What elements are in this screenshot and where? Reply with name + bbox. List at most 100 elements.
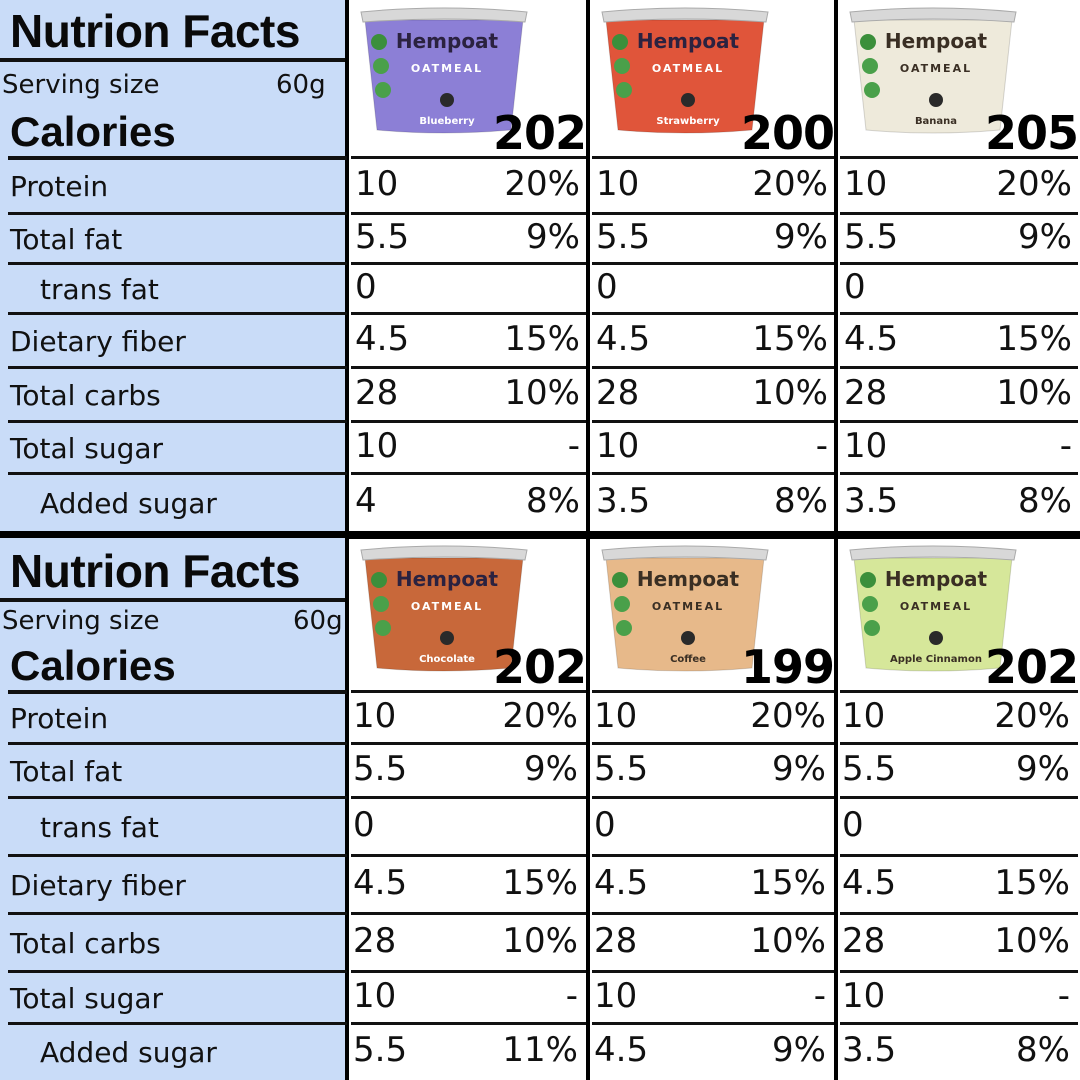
calories-value: 202 <box>492 106 587 160</box>
calories-value: 205 <box>984 106 1079 160</box>
column-divider <box>834 0 838 533</box>
value-daily-percent: 9% <box>772 1030 826 1070</box>
row-divider <box>592 262 834 265</box>
row-divider <box>840 366 1078 369</box>
brand-sub: OATMEAL <box>652 62 724 75</box>
value-amount: 28 <box>355 373 399 413</box>
value-daily-percent: 8% <box>1018 480 1072 521</box>
value-amount: 3.5 <box>844 480 899 521</box>
value-daily-percent: 10% <box>996 373 1072 413</box>
value-amount: 5.5 <box>353 1030 408 1070</box>
value-amount: 10 <box>355 164 399 204</box>
nutrition-facts-title: Nutrion Facts <box>10 5 300 57</box>
value-amount: 4.5 <box>844 319 899 359</box>
oatmeal-cup-blueberry: Hempoat OATMEAL Blueberry <box>360 7 528 134</box>
value-amount: 10 <box>596 426 640 466</box>
value-daily-percent: 9% <box>526 217 580 257</box>
value-daily-percent: 20% <box>750 696 826 736</box>
row-divider <box>840 742 1078 745</box>
row-divider <box>592 742 834 745</box>
row-divider <box>351 970 586 973</box>
row-divider <box>351 742 586 745</box>
badge-icon <box>862 58 878 74</box>
cup-body <box>364 19 524 134</box>
value-amount: 4 <box>355 480 377 521</box>
badge-icon <box>614 58 630 74</box>
value-amount: 10 <box>594 696 638 736</box>
badge-icon <box>375 620 391 636</box>
badge-icon <box>373 596 389 612</box>
value-daily-percent: 9% <box>1016 749 1070 789</box>
header-divider <box>8 156 347 160</box>
column-divider <box>345 538 349 1080</box>
value-daily-percent: 15% <box>752 319 828 359</box>
value-daily-percent: - <box>1057 976 1070 1016</box>
calories-value: 199 <box>740 640 835 694</box>
calories-label: Calories <box>10 642 176 689</box>
oatmeal-cup-strawberry: Hempoat OATMEAL Strawberry <box>601 7 769 134</box>
row-divider <box>8 312 347 315</box>
cup-lid <box>360 545 528 561</box>
cup-body <box>853 557 1013 672</box>
row-divider <box>8 212 347 215</box>
badge-icon <box>371 34 387 50</box>
row-divider <box>351 366 586 369</box>
flavor-name: Chocolate <box>419 654 475 665</box>
flavor-name: Strawberry <box>656 116 720 127</box>
row-divider <box>840 212 1078 215</box>
value-amount: 28 <box>842 921 886 961</box>
row-divider <box>8 854 347 857</box>
brand-name: Hempoat <box>396 567 499 591</box>
value-daily-percent: 8% <box>1016 1030 1070 1070</box>
value-daily-percent: 15% <box>504 319 580 359</box>
row-divider <box>351 1022 586 1025</box>
value-daily-percent: 9% <box>1018 217 1072 257</box>
row-divider <box>592 796 834 799</box>
value-daily-percent: 20% <box>996 164 1072 204</box>
calories-value: 202 <box>984 640 1079 694</box>
panel-separator <box>0 531 1080 539</box>
flavor-icon <box>929 631 943 645</box>
brand-name: Hempoat <box>885 567 988 591</box>
row-label-total-sugar: Total sugar <box>10 982 164 1015</box>
row-divider <box>592 912 834 915</box>
badge-icon <box>373 58 389 74</box>
value-amount: 10 <box>353 976 397 1016</box>
row-divider <box>351 212 586 215</box>
row-divider <box>840 472 1078 475</box>
serving-size-label: Serving size <box>2 70 160 100</box>
value-amount: 4.5 <box>353 863 408 903</box>
flavor-icon <box>929 93 943 107</box>
calories-label: Calories <box>10 108 176 155</box>
header-divider <box>351 156 586 159</box>
row-divider <box>8 366 347 369</box>
header-divider <box>592 156 834 159</box>
column-divider <box>834 538 838 1080</box>
oatmeal-cup-chocolate: Hempoat OATMEAL Chocolate <box>360 545 528 672</box>
badge-icon <box>860 572 876 588</box>
flavor-name: Coffee <box>670 654 706 665</box>
cup-lid <box>601 545 769 561</box>
value-daily-percent: 20% <box>994 696 1070 736</box>
row-divider <box>8 796 347 799</box>
value-amount: 4.5 <box>355 319 410 359</box>
value-daily-percent: 20% <box>504 164 580 204</box>
cup-lid <box>849 545 1017 561</box>
value-amount: 4.5 <box>594 1030 649 1070</box>
row-divider <box>840 796 1078 799</box>
flavor-name: Banana <box>915 116 957 127</box>
value-daily-percent: - <box>1059 426 1072 466</box>
value-daily-percent: 8% <box>526 480 580 521</box>
badge-icon <box>860 34 876 50</box>
header-divider <box>592 690 834 693</box>
oatmeal-cup-apple-cinnamon: Hempoat OATMEAL Apple Cinnamon <box>849 545 1017 672</box>
row-divider <box>592 366 834 369</box>
row-label-protein: Protein <box>10 170 109 203</box>
flavor-name: Blueberry <box>419 116 475 127</box>
value-amount: 10 <box>842 696 886 736</box>
brand-name: Hempoat <box>885 29 988 53</box>
value-amount: 28 <box>596 373 640 413</box>
serving-size-value: 60g <box>293 606 343 636</box>
row-label-added-sugar: Added sugar <box>40 1036 217 1069</box>
row-divider <box>840 420 1078 423</box>
